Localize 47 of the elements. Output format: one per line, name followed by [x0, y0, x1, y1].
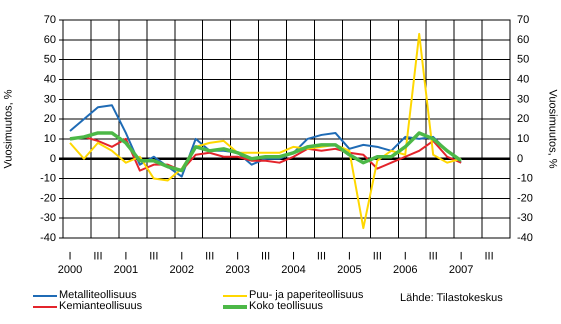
x-tick-label: I 2007 — [448, 250, 474, 276]
y2-tick-label: 20 — [517, 113, 530, 126]
x-tick-label: I 2002 — [169, 250, 194, 276]
y2-tick-label: 0 — [517, 152, 524, 165]
y2-tick-label: -40 — [517, 232, 533, 244]
x-tick-label: I 2003 — [225, 250, 250, 276]
y-tick-label: 50 — [44, 54, 56, 66]
y2-axis-title: Vuosimuutos, % — [546, 89, 558, 169]
y2-tick-label: -20 — [517, 192, 533, 204]
y-tick-label: -40 — [40, 232, 56, 244]
x-tick-label: III — [149, 250, 158, 263]
x-tick-label: III — [484, 250, 494, 263]
y-axis-title: Vuosimuutos, % — [2, 89, 15, 169]
y2-tick-label: -30 — [517, 212, 533, 224]
x-tick-label: III — [316, 250, 326, 263]
x-tick-label: III — [93, 250, 103, 263]
y-tick-label: -30 — [40, 212, 56, 224]
x-tick-label: I 2005 — [337, 250, 362, 276]
x-tick-label: I 2000 — [58, 250, 82, 276]
y2-tick-label: 10 — [517, 132, 530, 145]
y-tick-label: 60 — [44, 34, 56, 46]
y-tick-label: 70 — [44, 14, 56, 26]
y2-tick-label: 60 — [517, 34, 530, 46]
y-tick-label: 40 — [44, 73, 56, 86]
legend-label: Kemianteollisuus — [59, 300, 142, 312]
y2-tick-label: 30 — [517, 93, 530, 106]
x-tick-label: I 2001 — [114, 250, 138, 276]
legend-label: Metalliteollisuus — [59, 289, 137, 301]
y-tick-label: -20 — [40, 192, 56, 204]
legend-label: Puu- ja paperiteollisuus — [249, 289, 364, 301]
x-tick-label: I 2006 — [392, 250, 418, 276]
y-tick-label: -10 — [40, 172, 56, 185]
y-tick-label: 20 — [44, 113, 56, 126]
y2-tick-label: 40 — [517, 73, 530, 86]
y2-tick-label: 50 — [517, 54, 530, 66]
y2-tick-label: 70 — [517, 14, 530, 26]
y-tick-label: 30 — [44, 93, 56, 106]
text: Lähde: Tilastokeskus — [400, 292, 503, 304]
x-tick-label: III — [260, 250, 270, 263]
x-tick-label: III — [205, 250, 214, 263]
x-tick-label: III — [428, 250, 438, 263]
x-tick-label: III — [372, 250, 382, 263]
x-tick-label: I 2004 — [281, 250, 306, 276]
y2-tick-label: -10 — [517, 172, 533, 185]
y-tick-label: 0 — [50, 152, 56, 165]
legend-label: Koko teollisuus — [249, 300, 323, 312]
y-tick-label: 10 — [44, 132, 56, 145]
